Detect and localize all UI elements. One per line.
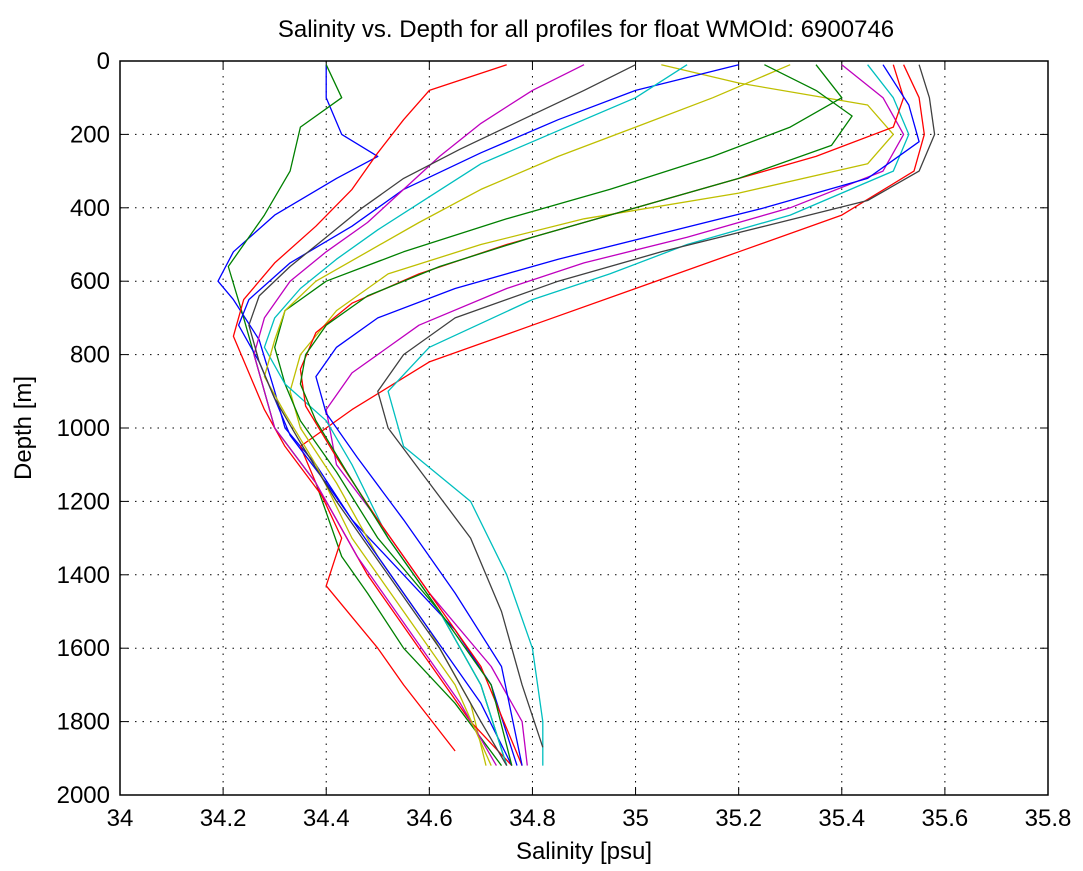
profile-line-13	[263, 64, 791, 766]
profile-line-7	[377, 64, 936, 748]
y-tick-label: 0	[97, 48, 110, 75]
profile-line-11	[253, 64, 585, 766]
x-tick-label: 35.6	[922, 805, 969, 832]
x-tick-labels: 34 34.2 34.4 34.6 34.8 35 35.2 35.4 35.6 35.8	[107, 805, 1072, 832]
y-tick-label: 800	[70, 342, 110, 369]
profile-line-8	[232, 64, 513, 767]
y-tick-label: 1800	[57, 709, 110, 736]
y-tick-label: 1200	[57, 488, 110, 515]
profile-line-15	[299, 64, 905, 766]
x-tick-label: 34.6	[406, 805, 453, 832]
y-tick-label: 200	[70, 121, 110, 148]
profile-line-6	[289, 64, 894, 766]
plot-frame	[119, 60, 1049, 796]
y-tick-labels: 0 200 400 600 800 1000 1200 1400 1600 1800 2000	[57, 48, 110, 809]
profile-line-3	[299, 64, 925, 752]
profile-line-16	[315, 64, 920, 766]
profile-line-4	[387, 64, 910, 766]
y-tick-label: 2000	[57, 782, 110, 809]
profile-line-5	[325, 64, 905, 766]
x-tick-label: 34	[107, 805, 134, 832]
profile-lines	[217, 64, 936, 767]
y-tick-label: 1000	[57, 415, 110, 442]
x-tick-label: 35.8	[1025, 805, 1072, 832]
y-tick-label: 1400	[57, 562, 110, 589]
profile-line-2	[227, 64, 503, 766]
x-tick-label: 34.4	[303, 805, 350, 832]
profile-line-10	[274, 64, 843, 766]
x-tick-label: 34.2	[200, 805, 247, 832]
profile-line-14	[248, 64, 636, 766]
y-tick-label: 1600	[57, 635, 110, 662]
y-axis-label: Depth [m]	[10, 376, 37, 480]
x-tick-label: 35.4	[818, 805, 865, 832]
y-tick-label: 600	[70, 268, 110, 295]
x-tick-label: 35.2	[715, 805, 762, 832]
profile-line-1	[217, 64, 518, 766]
x-axis-label: Salinity [psu]	[516, 838, 652, 865]
chart-title: Salinity vs. Depth for all profiles for …	[278, 16, 894, 43]
grid-lines	[119, 60, 1049, 796]
profile-line-9	[237, 64, 739, 766]
profile-line-17	[299, 64, 853, 766]
y-tick-label: 400	[70, 195, 110, 222]
x-tick-label: 35	[622, 805, 649, 832]
x-tick-label: 34.8	[509, 805, 556, 832]
